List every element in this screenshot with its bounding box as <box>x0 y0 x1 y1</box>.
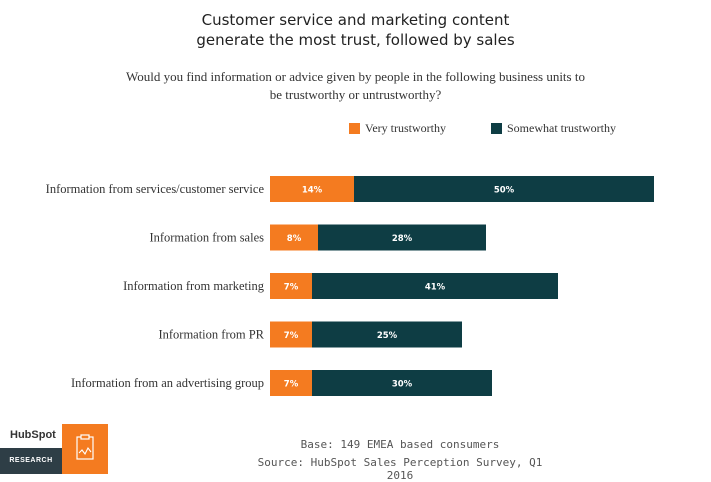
legend-swatch-somewhat <box>491 123 502 134</box>
subtitle-line-2: be trustworthy or untrustworthy? <box>269 87 442 102</box>
hubspot-logo: HubSpot <box>10 429 56 441</box>
research-tag: RESEARCH <box>0 448 62 474</box>
category-label: Information from an advertising group <box>71 376 264 390</box>
legend: Very trustworthy Somewhat trustworthy <box>0 121 711 137</box>
data-label-somewhat: 25% <box>377 331 398 341</box>
legend-swatch-very <box>349 123 360 134</box>
legend-item-somewhat: Somewhat trustworthy <box>491 121 616 136</box>
bar-very-trustworthy <box>270 273 312 299</box>
bar-very-trustworthy <box>270 224 318 251</box>
title-line-2: generate the most trust, followed by sal… <box>196 31 515 49</box>
footer-base: Base: 149 EMEA based consumers <box>300 438 500 451</box>
bar-very-trustworthy <box>270 321 312 348</box>
bar-somewhat-trustworthy <box>312 273 558 299</box>
data-label-somewhat: 30% <box>392 380 413 390</box>
bar-somewhat-trustworthy <box>312 321 462 348</box>
data-label-somewhat: 50% <box>494 186 515 196</box>
legend-label-very: Very trustworthy <box>365 121 446 135</box>
data-label-somewhat: 28% <box>392 234 413 244</box>
data-label-very: 7% <box>284 331 299 341</box>
category-label: Information from sales <box>149 231 264 245</box>
bar-somewhat-trustworthy <box>312 370 492 396</box>
data-label-very: 7% <box>284 380 299 390</box>
data-label-somewhat: 41% <box>425 283 446 293</box>
bar-very-trustworthy <box>270 370 312 396</box>
bar-very-trustworthy <box>270 176 354 202</box>
hubspot-brand: HubSpot RESEARCH <box>0 424 62 474</box>
category-label: Information from PR <box>158 328 264 342</box>
category-label: Information from services/customer servi… <box>46 182 265 196</box>
chart-subtitle: Would you find information or advice giv… <box>60 68 651 104</box>
footer-source: Source: HubSpot Sales Perception Survey,… <box>257 456 543 482</box>
data-label-very: 8% <box>287 234 302 244</box>
chart-document-icon <box>62 424 108 474</box>
title-line-1: Customer service and marketing content <box>201 11 510 29</box>
bar-somewhat-trustworthy <box>318 224 486 251</box>
subtitle-line-1: Would you find information or advice giv… <box>126 69 585 84</box>
legend-label-somewhat: Somewhat trustworthy <box>507 121 616 135</box>
data-label-very: 14% <box>302 186 323 196</box>
data-label-very: 7% <box>284 283 299 293</box>
bar-somewhat-trustworthy <box>354 176 654 202</box>
legend-item-very: Very trustworthy <box>349 121 446 136</box>
chart-title: Customer service and marketing content g… <box>0 10 711 50</box>
category-label: Information from marketing <box>123 279 265 293</box>
